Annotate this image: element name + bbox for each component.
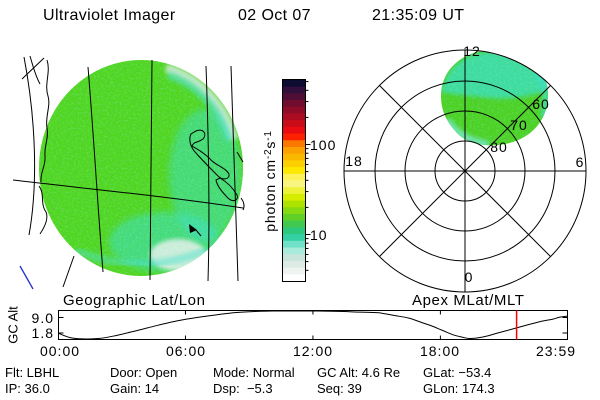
colorbar-label-sup: -1 [263,130,274,141]
coastline [240,197,245,211]
colorbar [282,79,311,282]
pointer-mark-tail [195,229,202,237]
meridian-line [149,59,153,281]
uv-earth-disk-image [12,55,245,290]
colorbar-axis-label: photon cm-2s-1 [262,130,278,232]
coastlines [21,55,245,235]
polar-grid [343,49,587,293]
mlt-spoke [379,85,551,257]
polar-mlt-label-6: 6 [575,154,585,170]
polar-mlat-label-80: 80 [490,139,508,155]
status-gcalt: GC Alt: 4.6 Re [317,365,401,380]
coastline [21,57,45,80]
meridian-line [87,66,104,273]
pointer-mark [189,224,197,233]
colorbar-label-text: photon cm [262,159,278,232]
altitude-curve [57,310,568,340]
geographic-grid [12,56,244,288]
page-title: Ultraviolet Imager [43,7,176,24]
island-outline [215,177,238,202]
meridian-line [230,65,239,282]
timeline-plot [57,310,568,340]
polar-mlat-label-60: 60 [532,96,550,112]
status-glon: GLon: 174.3 [423,381,495,396]
caption-apex: Apex MLat/MLT [412,292,525,309]
polar-mlt-label-18: 18 [345,153,363,169]
colorbar-tick-100: 100 [310,137,337,153]
meridian-line [23,56,36,236]
timeline-xtick-1800: 18:00 [419,343,461,359]
status-dsp: Dsp: −5.3 [213,381,273,396]
disk-noise-lime [39,60,243,276]
island-outline [189,129,230,180]
meridian-line [62,255,75,288]
status-seq: Seq: 39 [317,381,362,396]
colorbar-ticks [305,81,311,271]
timeline-ytick-9: 9.0 [31,310,54,326]
latitude-line [12,179,244,209]
colorbar-bands [283,80,305,282]
coastline [38,185,48,235]
colorbar-label-sup: -2 [263,148,274,160]
timeline-xtick-0000: 00:00 [39,343,81,359]
terminator-blue-line [19,265,34,290]
timeline-y-axis-label: GC Alt [5,306,21,344]
coastline [236,151,244,163]
status-glat: GLat: −53.4 [423,365,492,380]
timeline-xtick-1200: 12:00 [292,343,334,359]
status-ip: IP: 36.0 [5,381,50,396]
polar-mlt-label-12: 12 [463,43,481,59]
status-gain: Gain: 14 [110,381,160,396]
status-flt: Flt: LBHL [5,365,60,380]
timeline-ytick-1.8: 1.8 [31,325,54,341]
timeline-xtick-2359: 23:59 [535,343,577,359]
header-time: 21:35:09 UT [372,7,465,24]
polar-mlat-label-70: 70 [510,117,528,133]
header-date: 02 Oct 07 [238,7,311,24]
caption-geographic: Geographic Lat/Lon [63,292,206,309]
colorbar-label-text: s [262,140,278,149]
status-door: Door: Open [110,365,178,380]
meridian-line [205,65,210,282]
timeline-xtick-0600: 06:00 [165,343,207,359]
colorbar-tick-10: 10 [310,227,328,243]
status-mode: Mode: Normal [213,365,295,380]
timeline-ticks [58,310,568,340]
coastline [29,55,41,85]
coastline [40,59,50,183]
polar-mlt-label-0: 0 [464,269,474,285]
apex-polar-projection [343,49,587,293]
